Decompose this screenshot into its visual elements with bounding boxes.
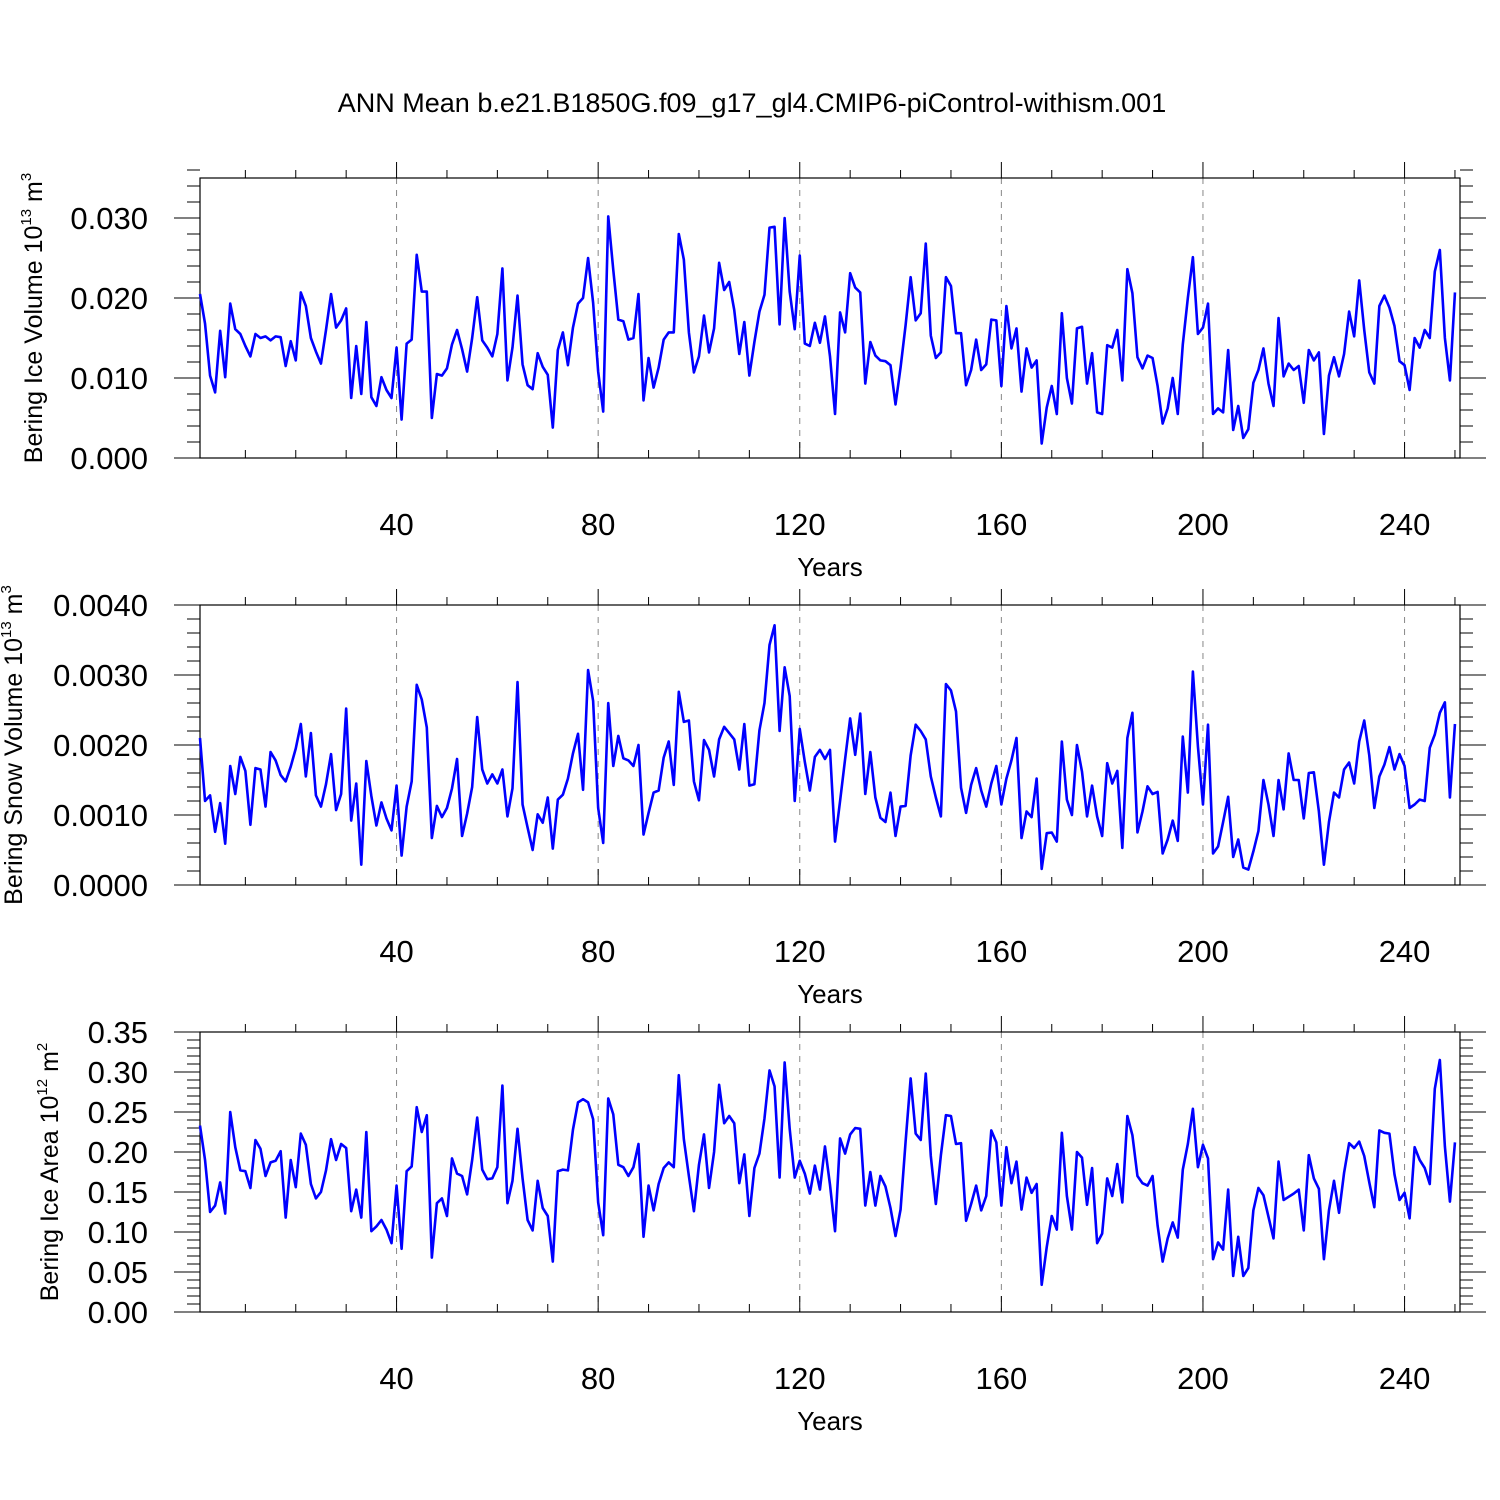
chart-panel-1: 0.000 0.010 0.020 0.030 40 80 120 160 200 240 Year… [18, 162, 1486, 582]
y-tick-label-2: 0.10 [88, 1215, 148, 1250]
panels: 0.000 0.010 0.020 0.030 40 80 120 160 200 240 Year… [0, 162, 1486, 1436]
y-tick-label-4: 0.0040 [53, 588, 148, 623]
y-tick-label-0: 0.000 [70, 441, 148, 476]
y-tick-label-1: 0.0010 [53, 798, 148, 833]
x-tick-label-1: 80 [581, 507, 615, 542]
y-tick-label-1: 0.010 [70, 361, 148, 396]
series-line-3-1 [198, 1058, 1457, 1287]
x-tick-label-1: 80 [581, 1361, 615, 1396]
x-axis-title: Years [797, 979, 863, 1009]
x-axis-title: Years [797, 552, 863, 582]
x-tick-label-5: 240 [1379, 934, 1431, 969]
x-tick-label-3: 160 [975, 507, 1027, 542]
y-axis-title: Bering Snow Volume 1013 m3 [0, 585, 28, 905]
x-tick-label-5: 240 [1379, 507, 1431, 542]
y-tick-label-0: 0.0000 [53, 868, 148, 903]
x-tick-label-0: 40 [379, 934, 413, 969]
x-tick-label-5: 240 [1379, 1361, 1431, 1396]
chart-panel-3: 0.00 0.05 0.10 0.15 0.20 0.25 0.30 0.35 40 80 120 1… [34, 1015, 1486, 1436]
x-tick-label-4: 200 [1177, 934, 1229, 969]
series-line-1-1 [198, 215, 1457, 445]
chart-panel-2: 0.0000 0.0010 0.0020 0.0030 0.0040 40 80 120 160… [0, 585, 1486, 1009]
y-axis-title: Bering Ice Area 1012 m2 [34, 1043, 64, 1302]
x-tick-label-3: 160 [975, 1361, 1027, 1396]
x-tick-label-3: 160 [975, 934, 1027, 969]
x-tick-label-2: 120 [774, 1361, 826, 1396]
x-tick-label-0: 40 [379, 1361, 413, 1396]
y-tick-label-0: 0.00 [88, 1295, 148, 1330]
x-tick-label-4: 200 [1177, 507, 1229, 542]
figure-title: ANN Mean b.e21.B1850G.f09_g17_gl4.CMIP6-… [338, 88, 1166, 118]
y-tick-label-2: 0.020 [70, 281, 148, 316]
y-tick-label-3: 0.0030 [53, 658, 148, 693]
y-tick-label-4: 0.20 [88, 1135, 148, 1170]
x-tick-label-2: 120 [774, 934, 826, 969]
x-tick-label-0: 40 [379, 507, 413, 542]
y-tick-label-3: 0.15 [88, 1175, 148, 1210]
x-tick-label-1: 80 [581, 934, 615, 969]
x-tick-label-2: 120 [774, 507, 826, 542]
x-tick-label-4: 200 [1177, 1361, 1229, 1396]
y-axis-title: Bering Ice Volume 1013 m3 [18, 173, 48, 463]
y-tick-label-1: 0.05 [88, 1255, 148, 1290]
series-line-2-1 [198, 623, 1457, 871]
x-axis-title: Years [797, 1406, 863, 1436]
plot-frame [199, 1031, 1461, 1313]
y-tick-label-3: 0.030 [70, 201, 148, 236]
y-tick-label-2: 0.0020 [53, 728, 148, 763]
y-tick-label-7: 0.35 [88, 1015, 148, 1050]
plot-frame [199, 177, 1461, 459]
plot-frame [199, 604, 1461, 886]
y-tick-label-6: 0.30 [88, 1055, 148, 1090]
y-tick-label-5: 0.25 [88, 1095, 148, 1130]
